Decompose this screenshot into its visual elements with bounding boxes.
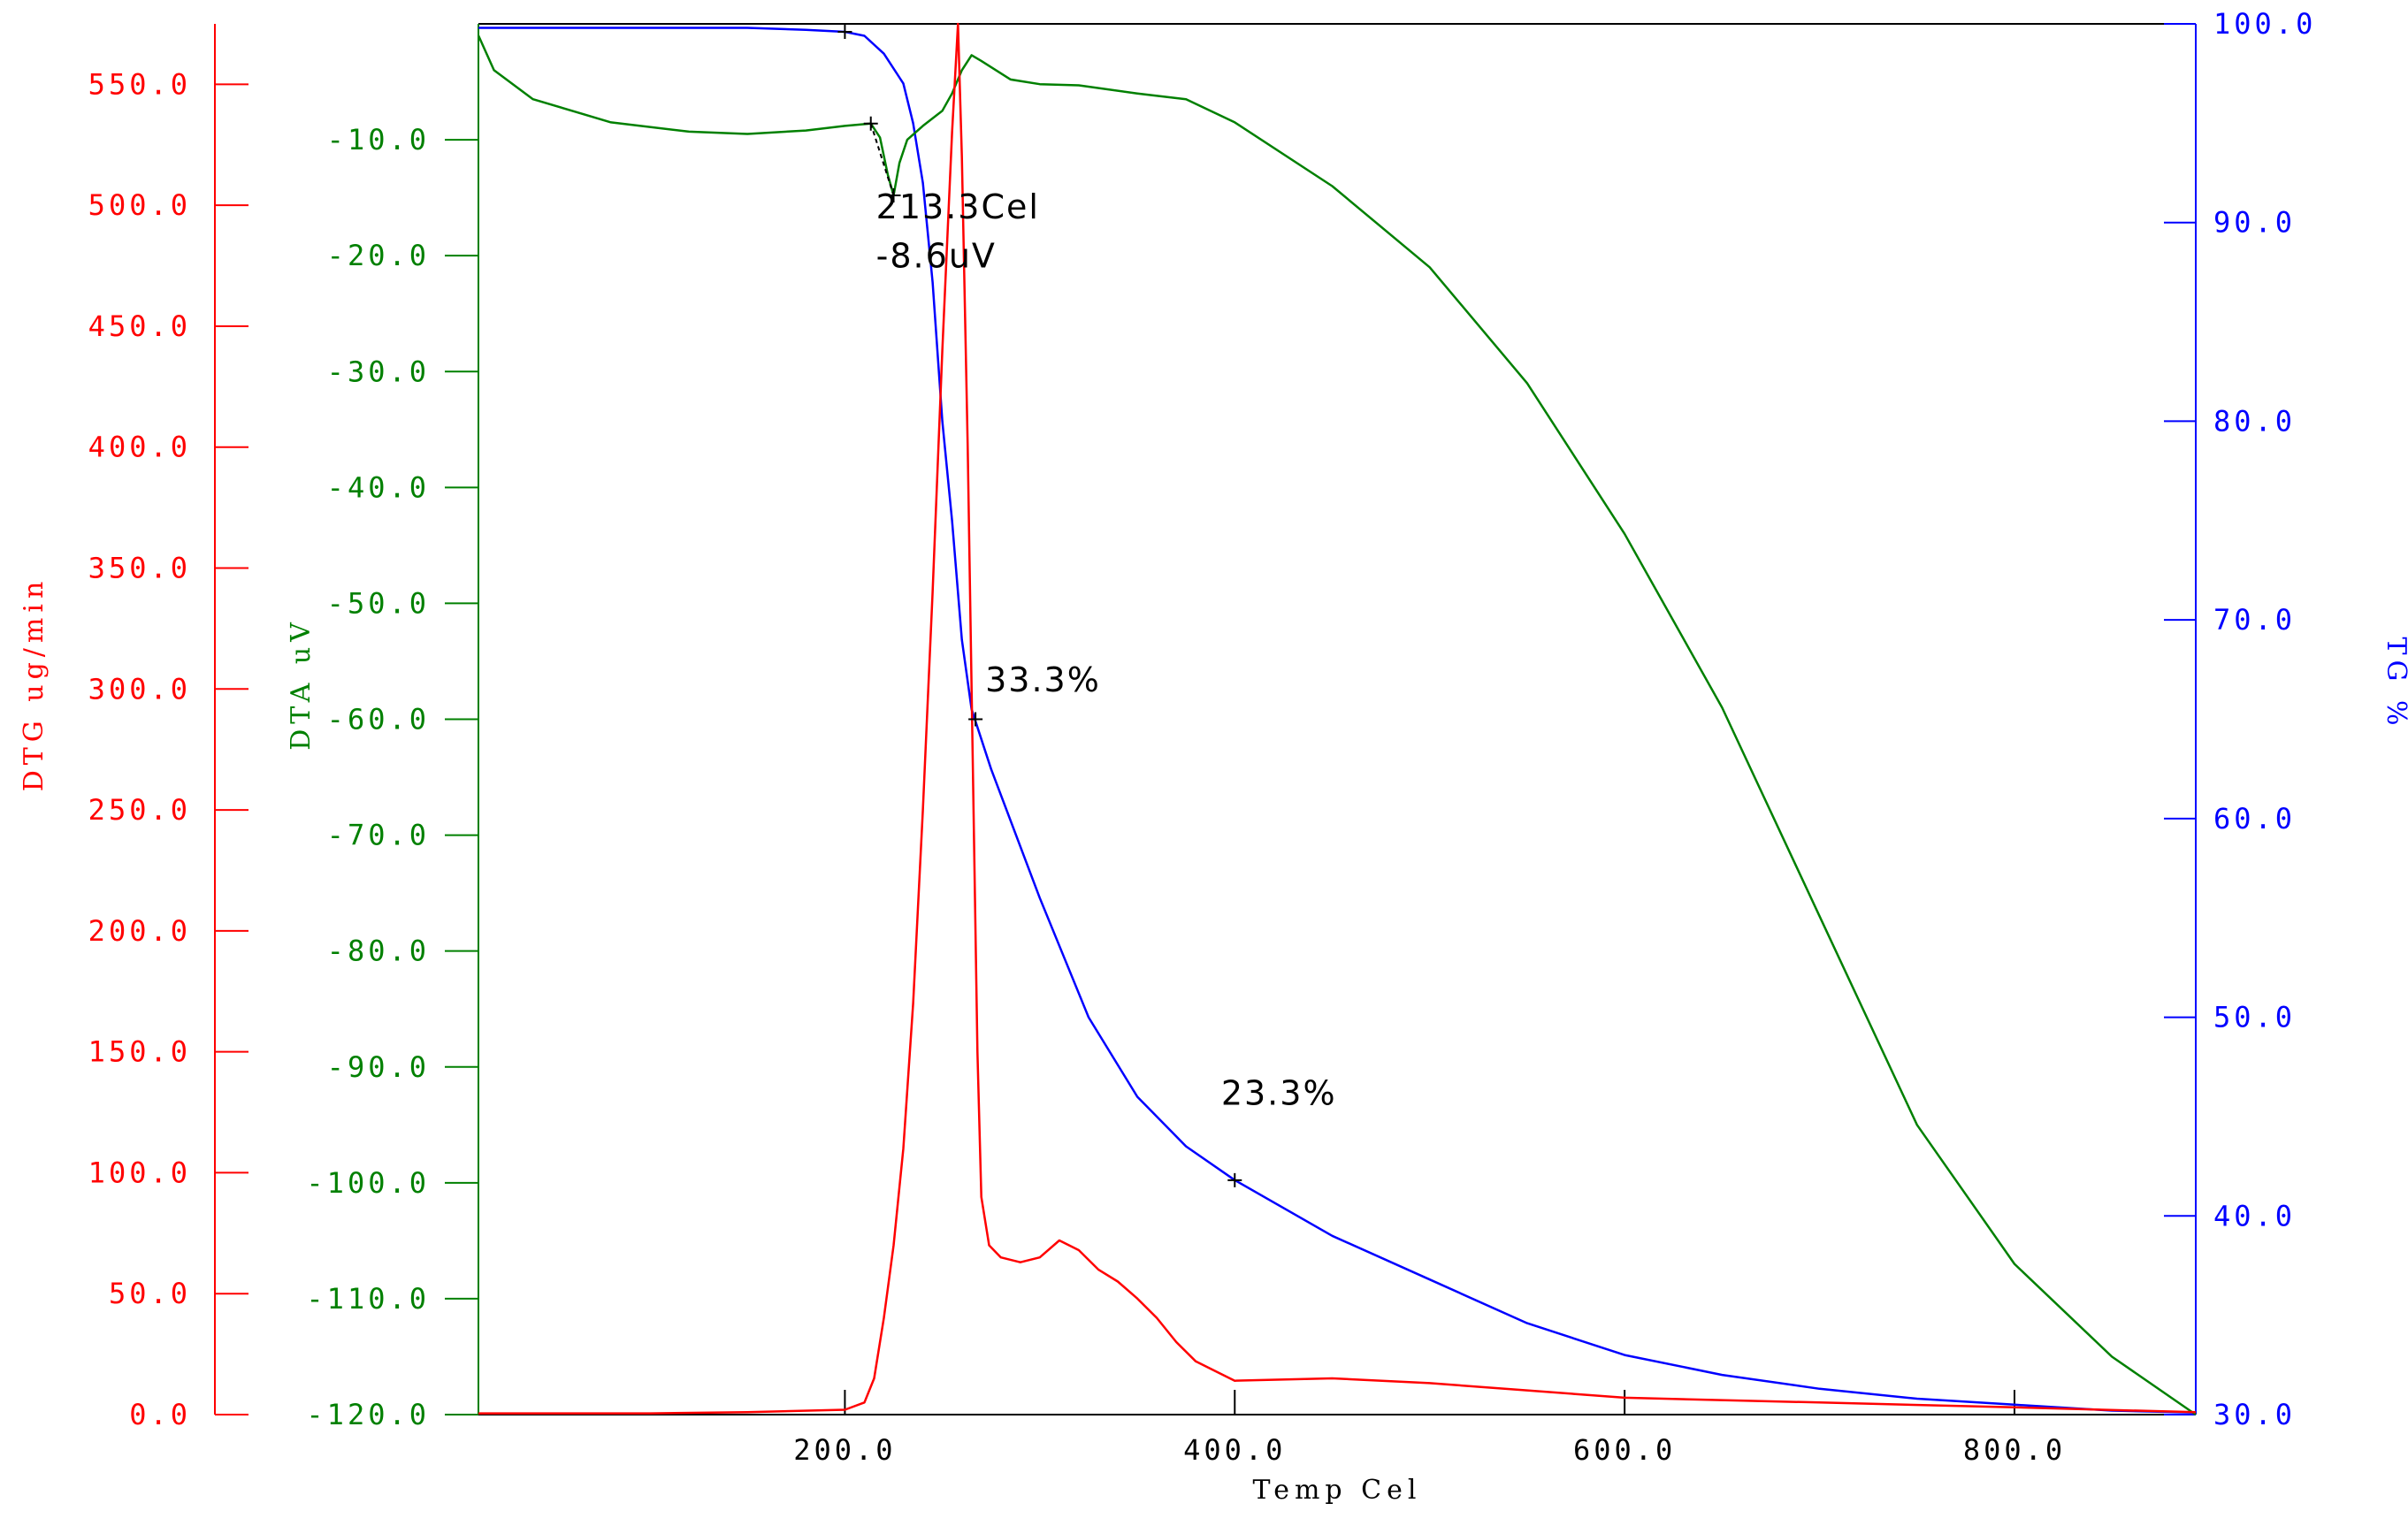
dtg-tick-label: 550.0 [88,67,191,101]
dta-tick-label: -90.0 [327,1050,430,1084]
tg-tick-label: 80.0 [2213,404,2296,438]
dtg-curve [478,22,2197,1415]
dtg-tick-label: 450.0 [88,309,191,343]
dta-tick-label: -50.0 [327,586,430,620]
annotations-group: 213.3Cel -8.6uV 33.3% 23.3% [876,187,1337,1112]
dtg-tick-label: 500.0 [88,188,191,222]
tg-tick-label: 70.0 [2213,603,2296,637]
dta-axis-title: DTA uV [286,617,317,751]
x-axis: 200.0 400.0 600.0 800.0 Temp Cel [793,1390,2066,1506]
annotation-label: 33.3% [985,660,1101,699]
dta-curve [477,34,2197,1416]
dta-tick-label: -100.0 [306,1166,430,1200]
markers-group [837,24,1242,1187]
dta-tick-label: -30.0 [327,355,430,388]
x-tick-label: 800.0 [1963,1433,2066,1467]
dtg-tick-label: 300.0 [88,672,191,706]
data-marker [968,712,983,727]
x-tick-label: 400.0 [1183,1433,1286,1467]
tg-tick-label: 60.0 [2213,802,2296,835]
tg-axis: 30.0 40.0 50.0 60.0 70.0 80.0 90.0 100.0 TG % [2164,7,2408,1431]
dta-tick-label: -10.0 [327,123,430,156]
dtg-axis: 0.0 50.0 100.0 150.0 200.0 250.0 300.0 350.0 400… [19,24,248,1431]
dtg-tick-label: 200.0 [88,914,191,948]
dtg-tick-label: 250.0 [88,793,191,827]
x-axis-title: Temp Cel [1253,1475,1422,1506]
x-tick-label: 200.0 [793,1433,896,1467]
dta-tick-label: -60.0 [327,703,430,736]
dtg-tick-label: 150.0 [88,1035,191,1069]
series-group [477,22,2197,1416]
data-marker [837,24,852,39]
dta-axis: -120.0 -110.0 -100.0 -90.0 -80.0 -70.0 -60.0 -5… [286,24,479,1431]
dtg-tick-label: 50.0 [109,1277,191,1310]
tg-tick-label: 90.0 [2213,206,2296,240]
dta-tick-label: -80.0 [327,935,430,968]
dtg-tick-label: 100.0 [88,1156,191,1189]
dtg-tick-label: 400.0 [88,431,191,464]
dta-tick-label: -20.0 [327,239,430,272]
data-marker [886,188,901,203]
dtg-tick-label: 350.0 [88,552,191,585]
dta-tick-label: -40.0 [327,470,430,504]
tg-axis-title: TG % [2381,637,2408,730]
plot-frame [478,23,2196,1415]
dta-tick-label: -110.0 [306,1282,430,1316]
tg-tick-label: 50.0 [2213,1001,2296,1034]
dta-tick-label: -120.0 [306,1398,430,1431]
dta-peak-baseline [869,123,895,196]
annotation-label: -8.6uV [876,236,997,275]
tg-tick-label: 40.0 [2213,1199,2296,1232]
annotation-label: 213.3Cel [876,187,1040,226]
tg-curve [478,27,2197,1415]
dtg-axis-title: DTG ug/min [19,576,50,792]
dta-tick-label: -70.0 [327,819,430,852]
annotation-label: 23.3% [1221,1073,1337,1112]
x-tick-label: 600.0 [1573,1433,1676,1467]
tg-tick-label: 100.0 [2213,7,2316,41]
data-marker [1227,1172,1242,1187]
data-marker [863,116,878,131]
tg-tick-label: 30.0 [2213,1398,2296,1431]
dtg-tick-label: 0.0 [129,1398,191,1431]
